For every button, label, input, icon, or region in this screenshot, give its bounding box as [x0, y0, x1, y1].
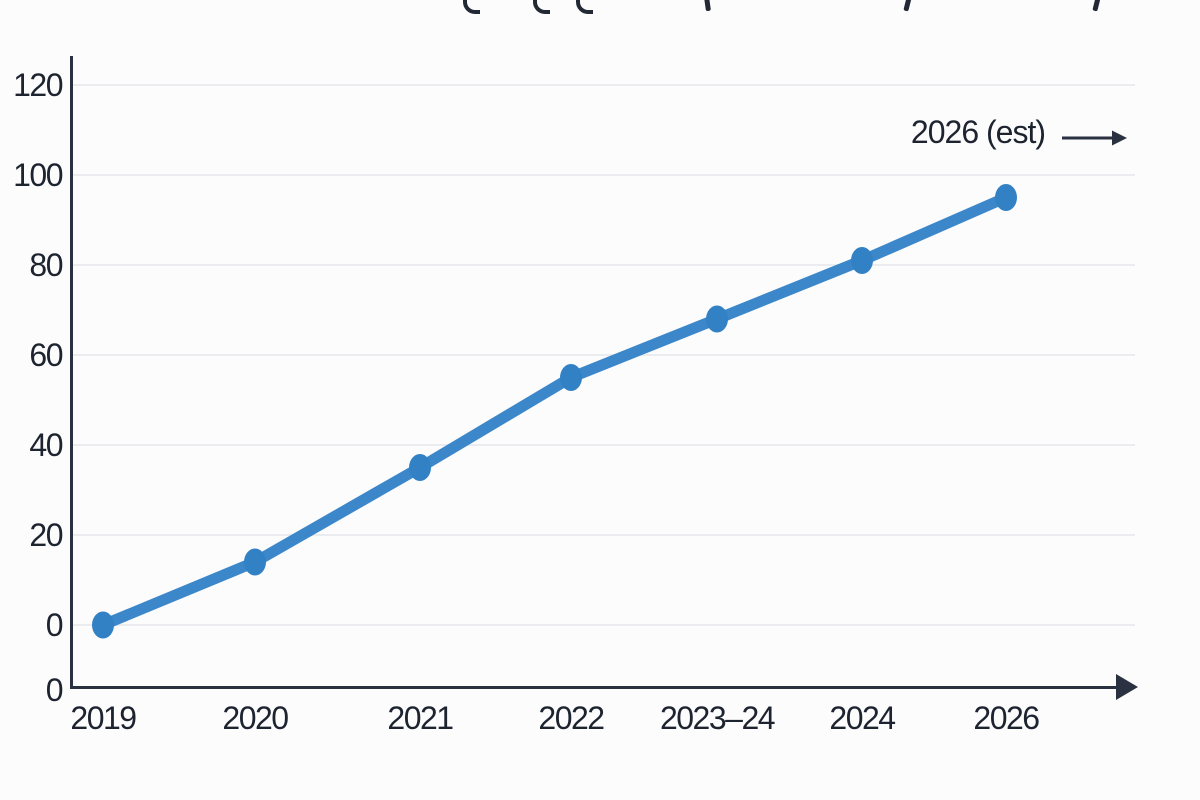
data-point [92, 611, 114, 639]
data-point [560, 364, 582, 391]
y-tick-label: 100 [13, 157, 63, 193]
x-tick-label: 2026 [973, 700, 1040, 736]
x-tick-label: 2020 [222, 700, 289, 736]
data-point [851, 247, 873, 274]
x-tick-label: 2021 [387, 700, 454, 736]
title-descender-fragment [576, 0, 593, 14]
title-descender-fragment [533, 0, 550, 14]
y-tick-label: 20 [29, 517, 63, 553]
y-tick-label: 60 [29, 337, 63, 373]
origin-label: 0 [45, 672, 64, 708]
title-descender-fragment [463, 0, 480, 14]
data-point [995, 184, 1017, 211]
x-tick-label: 2024 [829, 700, 896, 736]
y-tick-label: 0 [45, 607, 64, 643]
data-point [409, 454, 431, 481]
annotation-2026-est: 2026 (est) [910, 114, 1046, 150]
y-tick-label: 40 [29, 427, 63, 463]
data-point [244, 548, 266, 576]
x-axis-arrowhead-icon [1116, 674, 1138, 700]
x-tick-label: 2019 [70, 700, 137, 736]
x-tick-label: 2022 [538, 700, 605, 736]
data-point [706, 305, 728, 333]
annotation-arrowhead-icon [1112, 130, 1127, 146]
x-tick-label: 2023–24 [659, 700, 776, 736]
y-tick-label: 120 [13, 67, 63, 103]
y-tick-label: 80 [29, 247, 63, 283]
